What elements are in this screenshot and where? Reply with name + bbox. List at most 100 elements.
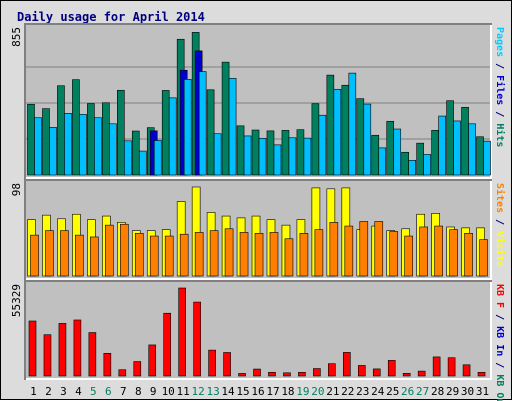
bar-pages-day-3 — [64, 113, 72, 176]
axis-label-part: Hits — [494, 123, 506, 147]
day-label: 25 — [386, 385, 399, 398]
bar-sites-day-4 — [75, 234, 84, 277]
bar-hits-day-13 — [206, 89, 215, 176]
panel-max-label: 55329 — [10, 284, 23, 317]
panel-axis-label: Sites / Visits — [494, 183, 506, 267]
bar-pages-day-29 — [453, 120, 461, 176]
bar-kb-f-day-4 — [73, 319, 82, 377]
bar-sites-day-3 — [60, 230, 69, 277]
panel-axis-label: KB F / KB In / KB Out — [494, 284, 505, 401]
bar-kb-f-day-31 — [477, 371, 486, 377]
bar-hits-day-22 — [341, 84, 350, 176]
bar-sites-day-25 — [389, 231, 399, 277]
day-label: 31 — [476, 385, 489, 398]
bar-sites-day-16 — [254, 233, 264, 277]
bar-pages-day-20 — [318, 114, 327, 176]
bar-sites-day-5 — [90, 236, 99, 277]
chart-panels: 855 Pages / Files / Hits 98 Sites / Visits 5… — [10, 23, 506, 401]
bar-pages-day-16 — [258, 137, 267, 176]
bar-pages-day-26 — [408, 160, 416, 176]
day-label: 12 — [192, 385, 205, 398]
bar-hits-day-19 — [296, 129, 305, 176]
chart-title: Daily usage for April 2014 — [17, 10, 205, 24]
bar-sites-day-2 — [45, 230, 54, 277]
bar-hits-day-5 — [87, 103, 95, 176]
day-label: 8 — [135, 385, 142, 398]
bar-kb-f-day-6 — [103, 352, 112, 377]
bar-hits-day-30 — [461, 106, 469, 176]
day-label: 23 — [356, 385, 369, 398]
bar-pages-day-18 — [288, 137, 297, 176]
bar-sites-day-12 — [194, 232, 204, 277]
bar-sites-day-19 — [299, 233, 309, 277]
bar-kb-f-day-11 — [178, 287, 186, 377]
bar-hits-day-26 — [401, 151, 409, 176]
bar-kb-f-day-8 — [133, 361, 142, 377]
bar-pages-day-27 — [423, 154, 431, 176]
bar-sites-day-18 — [284, 238, 294, 277]
panel-3: 55329 KB F / KB In / KB Out — [10, 280, 505, 401]
day-label: 24 — [371, 385, 385, 398]
day-label: 30 — [461, 385, 474, 398]
bar-pages-day-7 — [124, 140, 132, 176]
bar-hits-day-27 — [416, 142, 424, 176]
bar-kb-f-day-9 — [148, 344, 157, 377]
axis-label-part: Sites — [494, 183, 506, 213]
bar-kb-f-day-1 — [28, 320, 37, 377]
bar-sites-day-21 — [329, 222, 339, 277]
day-label: 5 — [90, 385, 97, 398]
bar-sites-day-14 — [224, 228, 234, 277]
panel-1: 855 Pages / Files / Hits — [10, 23, 506, 179]
bar-sites-day-26 — [404, 235, 413, 277]
bar-pages-day-12 — [198, 71, 207, 176]
bar-sites-day-23 — [359, 221, 369, 277]
day-label: 29 — [446, 385, 459, 398]
bar-sites-day-27 — [419, 226, 428, 277]
bar-kb-f-day-28 — [432, 356, 441, 377]
panel-max-label: 98 — [10, 183, 23, 196]
bar-hits-day-3 — [57, 85, 65, 176]
bar-sites-day-1 — [30, 234, 39, 277]
day-label: 6 — [105, 385, 112, 398]
axis-label-part: / — [494, 213, 505, 231]
bar-kb-f-day-7 — [118, 369, 127, 377]
bar-kb-f-day-26 — [402, 372, 411, 377]
bar-hits-day-2 — [42, 108, 50, 176]
day-label: 7 — [120, 385, 127, 398]
bar-kb-f-day-19 — [298, 372, 306, 377]
bar-kb-f-day-18 — [283, 372, 291, 377]
bar-pages-day-11 — [183, 79, 192, 176]
day-label: 27 — [416, 385, 429, 398]
bar-kb-f-day-2 — [43, 334, 52, 377]
bar-kb-f-day-20 — [313, 368, 321, 377]
bar-pages-day-1 — [34, 117, 42, 176]
bar-pages-day-21 — [333, 88, 342, 176]
bar-pages-day-5 — [94, 117, 102, 176]
bar-kb-f-day-12 — [193, 301, 201, 377]
bar-pages-day-22 — [348, 72, 357, 176]
bar-kb-f-day-21 — [328, 363, 336, 377]
bar-hits-day-6 — [102, 102, 110, 176]
axis-label-part: Pages — [494, 27, 505, 57]
bar-sites-day-28 — [434, 225, 443, 277]
bar-kb-f-day-24 — [372, 368, 381, 377]
bar-hits-day-15 — [236, 125, 245, 176]
bar-pages-day-23 — [363, 103, 372, 176]
bar-sites-day-15 — [239, 232, 249, 277]
bar-kb-f-day-29 — [447, 357, 456, 377]
axis-label-part: / — [494, 57, 505, 75]
bar-hits-day-1 — [27, 103, 35, 176]
bar-kb-f-day-25 — [387, 360, 396, 377]
bar-sites-day-6 — [105, 224, 114, 277]
bar-pages-day-6 — [109, 123, 117, 176]
bar-pages-day-4 — [79, 114, 87, 176]
bar-hits-day-14 — [221, 61, 230, 176]
bar-sites-day-13 — [209, 230, 219, 277]
bar-sites-day-17 — [269, 232, 279, 277]
bar-sites-day-11 — [179, 233, 189, 277]
bar-hits-day-8 — [131, 130, 140, 176]
day-label: 15 — [236, 385, 249, 398]
bar-sites-day-31 — [479, 239, 488, 277]
